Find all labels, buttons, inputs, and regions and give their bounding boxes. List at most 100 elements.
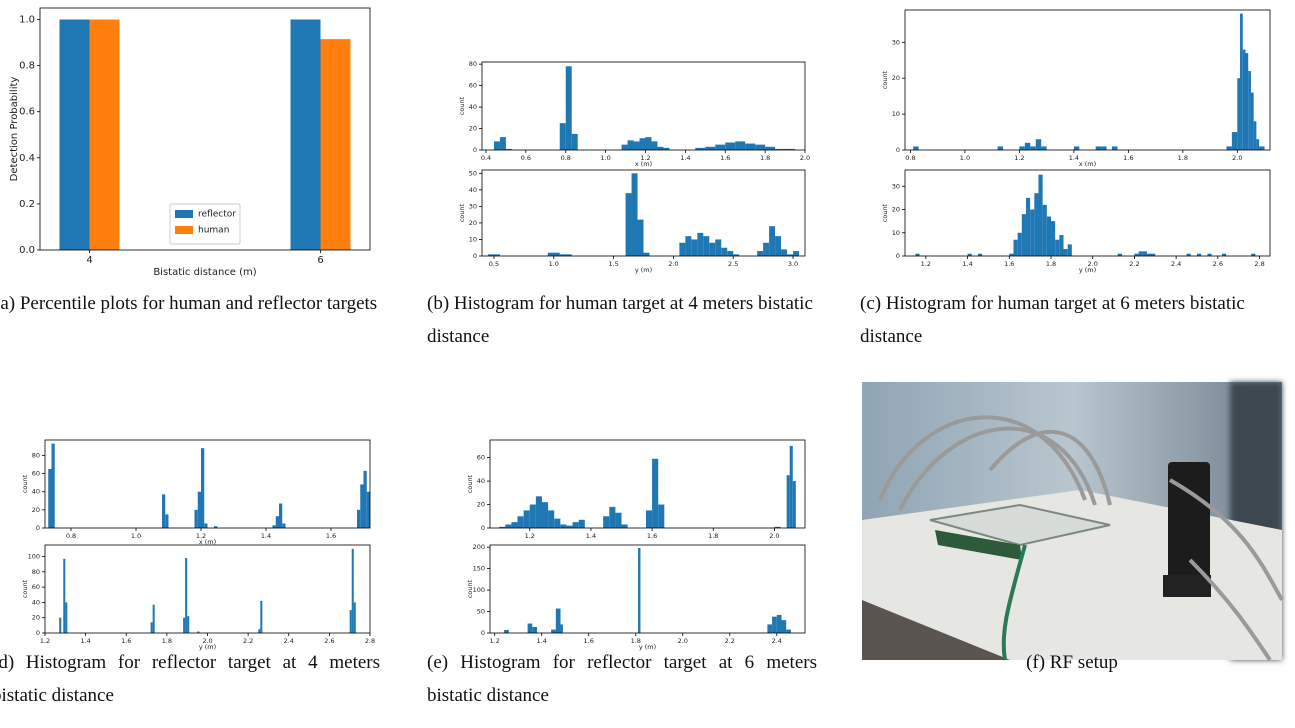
legend-swatch	[175, 226, 193, 234]
y-tick-label: 0	[473, 252, 477, 260]
x-axis-label: x (m)	[635, 160, 652, 168]
histogram-bar	[1256, 139, 1260, 150]
histogram-bar	[1186, 253, 1191, 256]
y-tick-label: 100	[473, 586, 485, 594]
x-tick-label: 1.4	[537, 637, 547, 645]
x-tick-label: 1.2	[490, 637, 500, 645]
histogram-bar	[529, 504, 536, 528]
axes-frame	[489, 439, 806, 529]
histogram-bar	[658, 504, 665, 528]
histogram-bar	[645, 510, 653, 528]
y-tick-label: 60	[469, 82, 477, 90]
histogram-bar	[1024, 142, 1031, 150]
y-tick-label: 0	[36, 629, 40, 637]
chart: 0 20 40 60 count 1.2 1.4 1.6 1.8 2.0	[466, 439, 806, 540]
histogram-bar	[691, 239, 698, 256]
histogram-bar	[1017, 232, 1022, 256]
histogram-bar	[1237, 78, 1241, 150]
x-tick-label: 0.8	[561, 154, 571, 162]
rf-setup-photo	[862, 382, 1284, 662]
histogram-bar	[769, 226, 776, 256]
histogram-bar	[152, 604, 155, 633]
y-tick-label: 0	[896, 252, 900, 260]
chart: 0 20 40 60 80 count x (m) 0.4 0.6 0.8 1.0 1.2 1.4 1.6…	[458, 60, 810, 168]
histogram-bar	[913, 146, 919, 150]
histogram-bar	[258, 629, 261, 633]
x-tick-label: 1.6	[326, 532, 336, 540]
axes-frame	[489, 544, 806, 634]
histogram-bar	[48, 469, 52, 528]
x-tick-label: 0.8	[905, 154, 915, 162]
histogram-bar	[1112, 146, 1118, 150]
x-tick-label: 1.2	[40, 637, 50, 645]
y-tick-label: 20	[32, 506, 40, 514]
bar	[89, 19, 120, 251]
histogram-bar	[578, 519, 585, 528]
y-tick-label: 0	[473, 146, 477, 154]
chart: 0 10 20 30 count x (m) 0.8 1.0 1.2 1.4 1.6 1.8 2.0	[881, 9, 1271, 168]
histogram-bar	[1038, 174, 1043, 256]
histogram-bar	[643, 252, 650, 256]
histogram-bar	[685, 236, 692, 256]
histogram-bar	[787, 254, 794, 256]
caption: (e) Histogram for reflector target at 6 …	[427, 652, 817, 706]
histogram-bar	[651, 141, 658, 150]
histogram-bar	[1059, 235, 1064, 256]
histogram-bar	[1041, 146, 1047, 150]
y-tick-label: 40	[32, 598, 40, 606]
histogram-bar	[1025, 197, 1031, 256]
x-tick-label: 4	[86, 255, 92, 266]
histogram-bar	[735, 141, 746, 150]
y-tick-label: 20	[32, 614, 40, 622]
histogram-bar	[1240, 13, 1243, 151]
caption: (a) Percentile plots for human and refle…	[0, 293, 378, 314]
histogram-bar	[499, 137, 506, 150]
histogram-bar	[1242, 49, 1246, 150]
y-tick-label: 0.4	[19, 153, 35, 164]
histogram-bar	[631, 173, 638, 256]
histogram-bar	[1248, 71, 1251, 150]
histogram-bar	[774, 526, 781, 528]
y-tick-label: 30	[892, 38, 900, 46]
histogram-bar	[757, 251, 764, 256]
histogram-bar	[1222, 253, 1227, 256]
histogram-bar	[560, 624, 563, 633]
x-tick-label: 1.8	[631, 637, 641, 645]
histogram-bar	[363, 470, 367, 528]
x-tick-label: 1.6	[720, 154, 730, 162]
histogram-bar	[1259, 146, 1265, 150]
bar	[290, 19, 321, 251]
histogram-bar	[1142, 251, 1147, 256]
histogram-bar	[565, 66, 572, 150]
histogram-bar	[637, 219, 644, 256]
y-tick-label: 80	[469, 60, 477, 68]
y-tick-label: 10	[469, 235, 477, 243]
histogram-bar	[705, 146, 716, 150]
histogram-bar	[733, 254, 740, 256]
histogram-bar	[789, 445, 793, 528]
histogram-bar	[349, 610, 352, 633]
x-tick-label: 2.0	[668, 260, 678, 268]
caption: (d) Histogram for reflector target at 4 …	[0, 652, 380, 706]
histogram-bar	[194, 509, 198, 528]
x-tick-label: 2.0	[1088, 260, 1098, 268]
histogram-bar	[1207, 253, 1212, 256]
histogram-bar	[1101, 146, 1107, 150]
histogram-bar	[505, 148, 512, 150]
y-axis-label: count	[458, 96, 466, 115]
y-tick-label: 50	[469, 169, 477, 177]
y-axis-label: count	[881, 203, 889, 222]
x-tick-label: 1.6	[1123, 154, 1133, 162]
x-tick-label: 2.0	[769, 532, 779, 540]
y-tick-label: 40	[477, 477, 485, 485]
x-tick-label: 1.4	[261, 532, 271, 540]
y-tick-label: 30	[892, 182, 900, 190]
histogram-bar	[786, 629, 791, 633]
chart: 0 20 40 60 80 100 count y (m) 1.2 1.4 1.6 1.8 2.0 2.2…	[21, 544, 375, 651]
histogram-bar	[781, 620, 787, 633]
histogram-bar	[535, 496, 542, 528]
x-tick-label: 1.2	[921, 260, 931, 268]
axes-frame	[904, 9, 1271, 151]
histogram-bar	[187, 616, 190, 633]
histogram-bar	[357, 509, 361, 528]
